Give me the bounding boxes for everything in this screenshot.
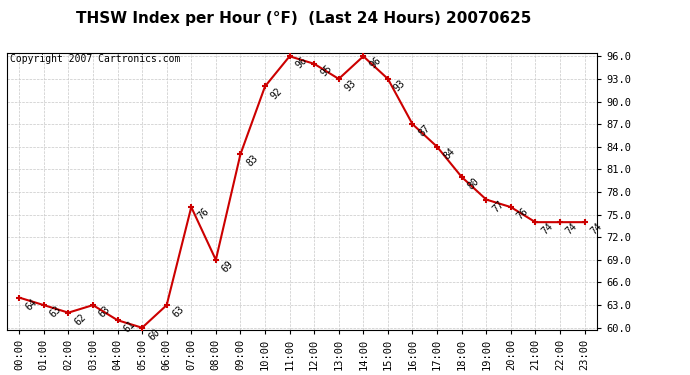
Text: Copyright 2007 Cartronics.com: Copyright 2007 Cartronics.com — [10, 54, 180, 64]
Text: 83: 83 — [244, 153, 260, 169]
Text: 69: 69 — [220, 259, 235, 274]
Text: 63: 63 — [48, 304, 63, 320]
Text: 76: 76 — [195, 206, 211, 222]
Text: 77: 77 — [491, 199, 506, 214]
Text: 74: 74 — [564, 221, 580, 237]
Text: 76: 76 — [515, 206, 531, 222]
Text: 74: 74 — [589, 221, 604, 237]
Text: 63: 63 — [171, 304, 186, 320]
Text: 92: 92 — [269, 86, 284, 101]
Text: 84: 84 — [441, 146, 457, 161]
Text: THSW Index per Hour (°F)  (Last 24 Hours) 20070625: THSW Index per Hour (°F) (Last 24 Hours)… — [76, 11, 531, 26]
Text: 60: 60 — [146, 327, 161, 342]
Text: 93: 93 — [392, 78, 408, 93]
Text: 74: 74 — [540, 221, 555, 237]
Text: 87: 87 — [417, 123, 432, 139]
Text: 62: 62 — [72, 312, 88, 327]
Text: 96: 96 — [368, 56, 383, 71]
Text: 80: 80 — [466, 176, 481, 191]
Text: 64: 64 — [23, 297, 39, 312]
Text: 61: 61 — [121, 320, 137, 335]
Text: 96: 96 — [294, 56, 309, 71]
Text: 93: 93 — [343, 78, 358, 93]
Text: 63: 63 — [97, 304, 112, 320]
Text: 95: 95 — [318, 63, 334, 78]
